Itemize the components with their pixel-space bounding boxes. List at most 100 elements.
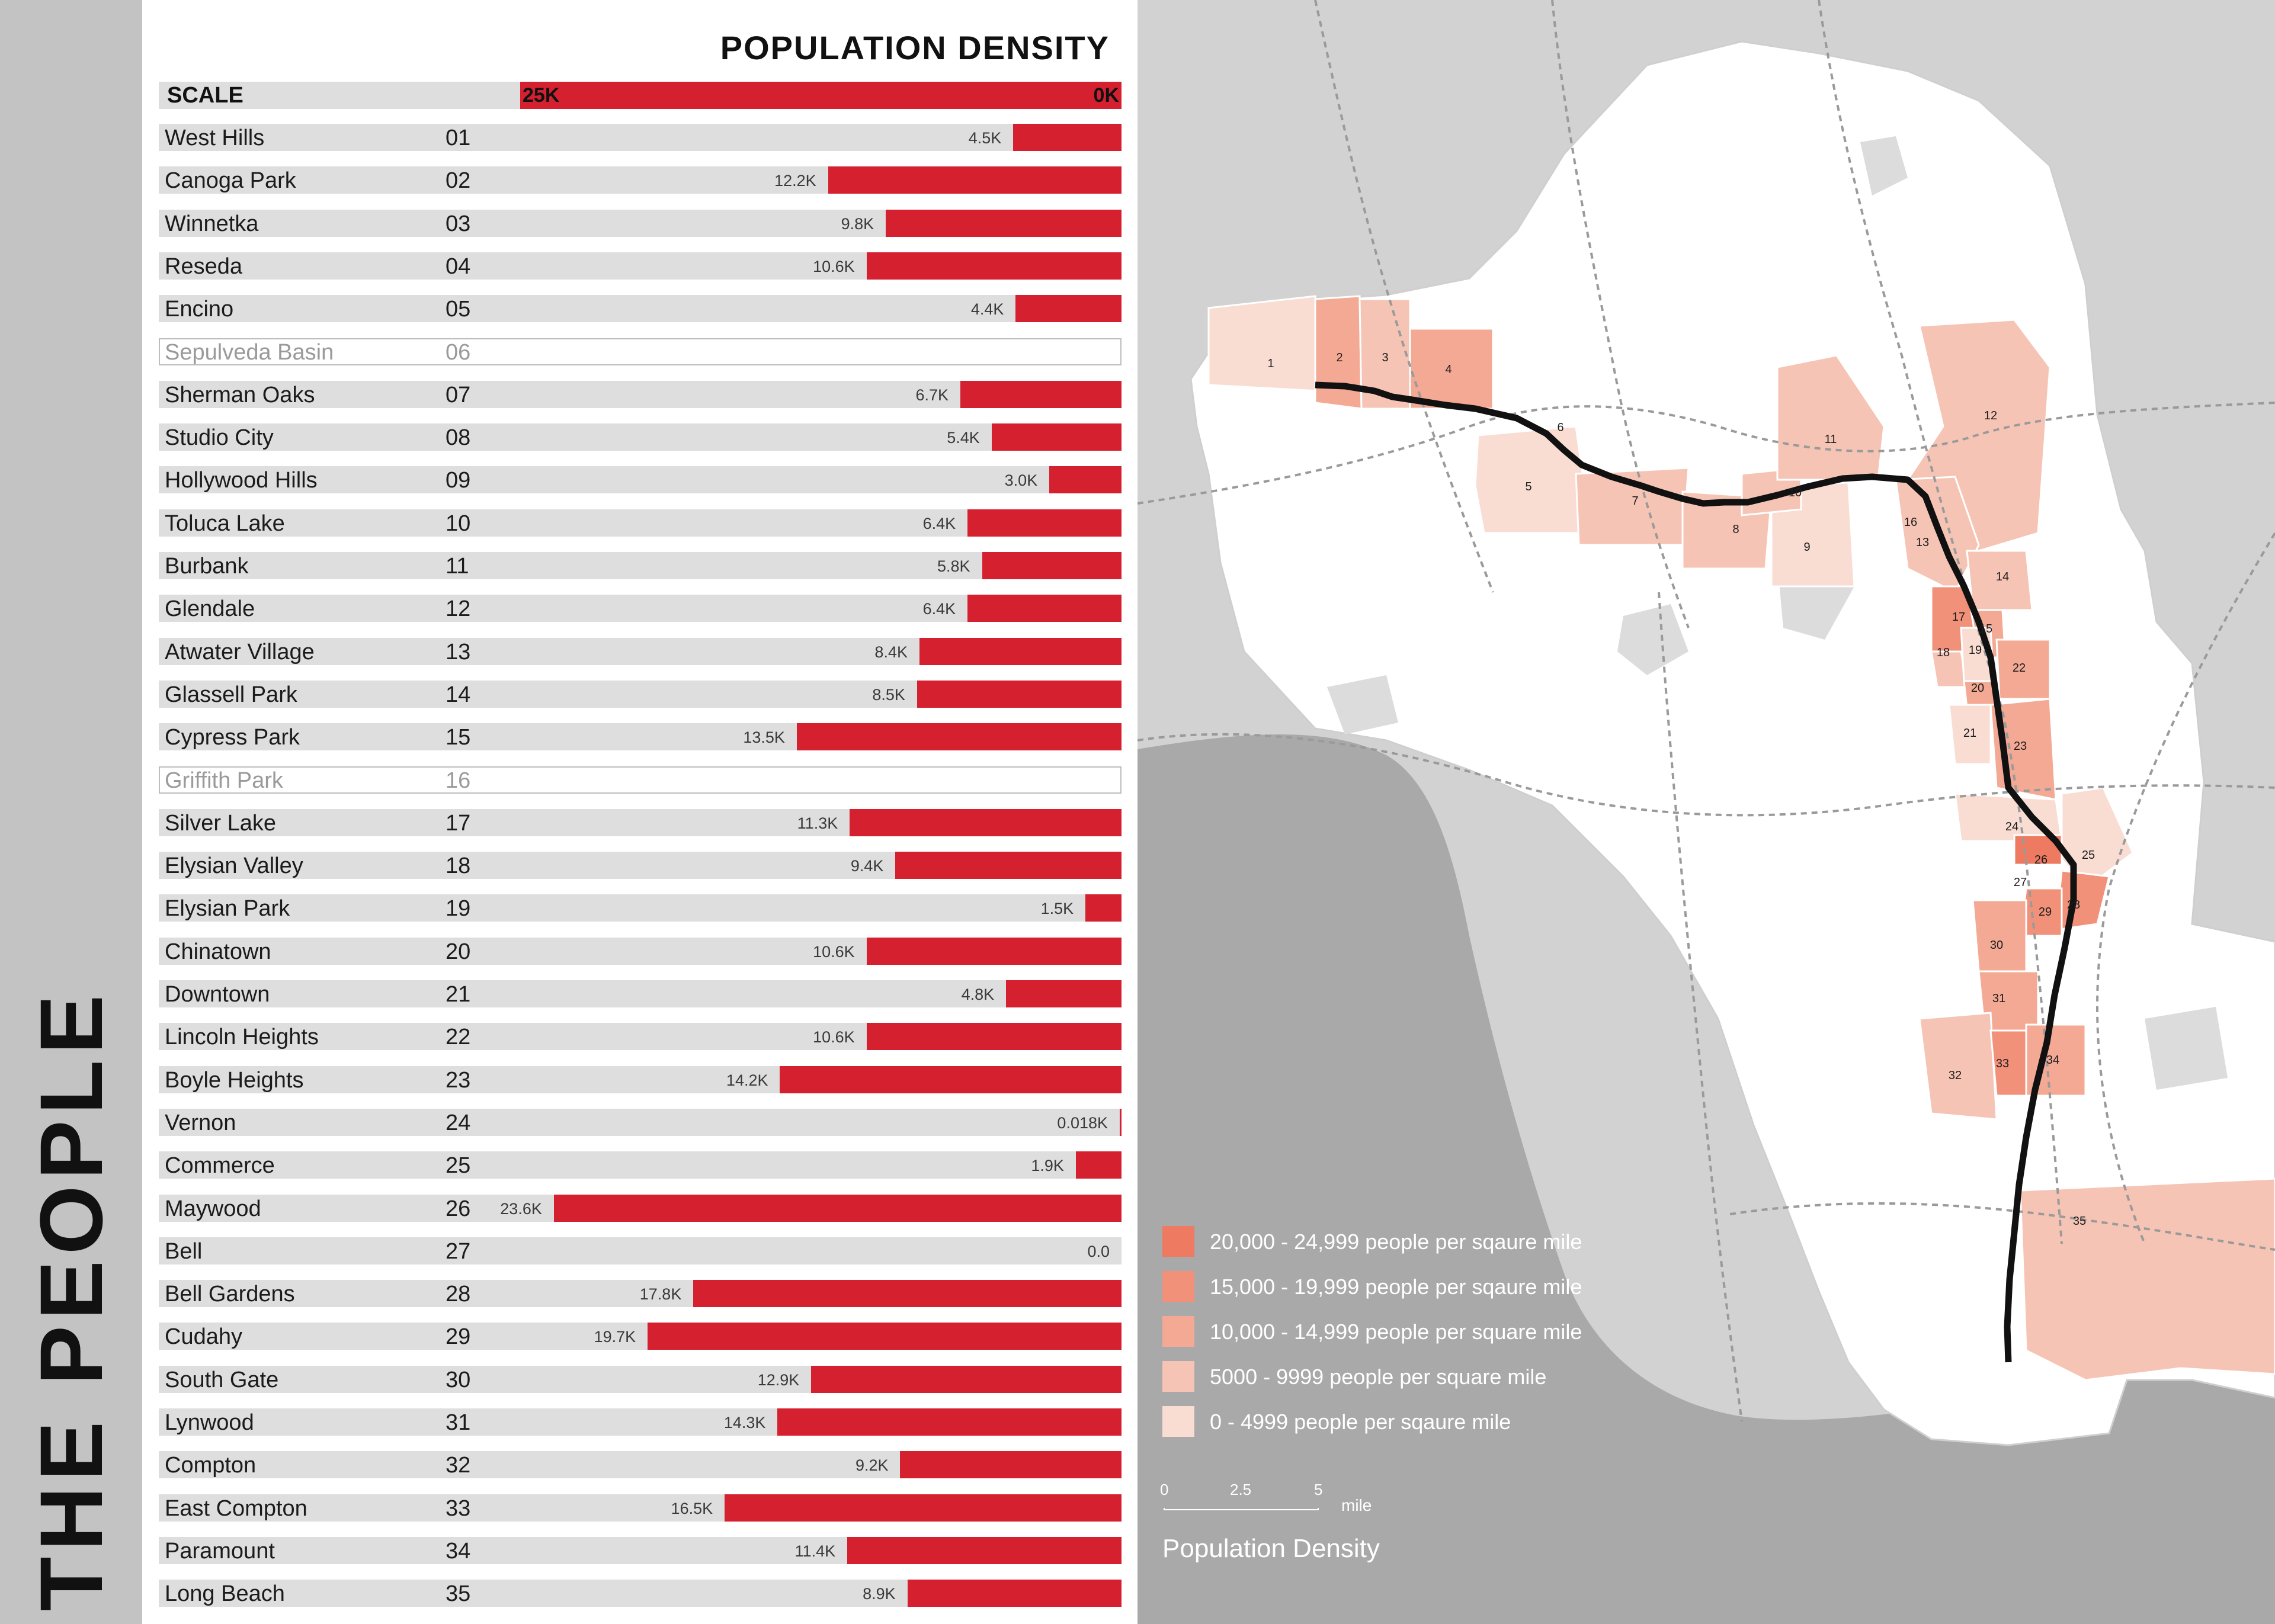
neighborhood-name: Griffith Park — [165, 768, 283, 793]
map-label-14: 14 — [1996, 570, 2009, 583]
neighborhood-name: Lynwood — [165, 1410, 254, 1435]
map-label-29: 29 — [2039, 906, 2052, 919]
scalebar-unit: mile — [1341, 1496, 1372, 1514]
legend-swatch — [1162, 1316, 1194, 1347]
neighborhoods — [1207, 295, 2275, 1381]
legend-label: 0 - 4999 people per sqaure mile — [1210, 1410, 1511, 1434]
neighborhood-name: Downtown — [165, 982, 270, 1007]
density-bar — [725, 1494, 1122, 1522]
map-label-9: 9 — [1803, 541, 1810, 554]
neighborhood-number: 18 — [446, 853, 471, 879]
freeway — [1729, 1202, 2275, 1251]
neighborhood-number: 10 — [446, 511, 471, 536]
density-chart-panel: POPULATION DENSITY SCALE 25K 0K West Hil… — [142, 0, 1138, 1624]
table-row: Lynwood 31 14.3K — [159, 1408, 1122, 1436]
density-bar — [1013, 124, 1122, 151]
neighborhood-name: Boyle Heights — [165, 1067, 304, 1093]
scale-bar: 25K 0K — [520, 82, 1122, 109]
neighborhood-32 — [1918, 1012, 1998, 1121]
freeway — [1138, 733, 2275, 817]
density-value-label: 0.018K — [1057, 1113, 1108, 1132]
neighborhood-number: 30 — [446, 1367, 471, 1392]
map-label-8: 8 — [1732, 523, 1739, 536]
map-label-4: 4 — [1445, 363, 1451, 376]
neighborhood-name: Elysian Valley — [165, 853, 303, 879]
scale-min-label: 0K — [1093, 84, 1119, 107]
neighborhood-name: Burbank — [165, 554, 249, 579]
neighborhood-number: 20 — [446, 939, 471, 964]
neighborhood-number: 08 — [446, 425, 471, 451]
table-row: Paramount 34 11.4K — [159, 1536, 1122, 1564]
neighborhood-name: South Gate — [165, 1367, 279, 1392]
table-row: Silver Lake 17 11.3K — [159, 808, 1122, 836]
map-label-33: 33 — [1996, 1057, 2009, 1070]
park-area — [1327, 675, 1398, 734]
map-label-18: 18 — [1937, 646, 1950, 659]
table-row: Atwater Village 13 8.4K — [159, 637, 1122, 665]
table-row: Elysian Valley 18 9.4K — [159, 852, 1122, 880]
map-label-32: 32 — [1949, 1069, 1962, 1082]
legend-label: 20,000 - 24,999 people per sqaure mile — [1210, 1230, 1582, 1254]
density-value-label: 6.7K — [915, 386, 949, 404]
density-value-label: 0.0 — [1087, 1242, 1110, 1260]
neighborhood-number: 29 — [446, 1324, 471, 1350]
neighborhood-name: Reseda — [165, 253, 242, 279]
neighborhood-name: Sepulveda Basin — [165, 339, 334, 365]
map-label-5: 5 — [1525, 480, 1531, 493]
density-value-label: 6.4K — [922, 514, 956, 532]
neighborhood-name: Lincoln Heights — [165, 1025, 319, 1050]
map-label-27: 27 — [2014, 876, 2027, 889]
table-row: Downtown 21 4.8K — [159, 980, 1122, 1007]
map-label-10: 10 — [1789, 486, 1802, 499]
density-rows: West Hills 01 4.5K Canoga Park 02 12.2K Winnet… — [142, 0, 1138, 1624]
density-bar — [919, 637, 1122, 665]
table-row: Canoga Park 02 12.2K — [159, 166, 1122, 194]
density-value-label: 6.4K — [922, 600, 956, 618]
table-row: Glendale 12 6.4K — [159, 595, 1122, 622]
density-bar — [693, 1280, 1122, 1308]
density-bar — [777, 1408, 1122, 1436]
neighborhood-name: Canoga Park — [165, 168, 296, 194]
table-row: Chinatown 20 10.6K — [159, 937, 1122, 965]
table-row: Boyle Heights 23 14.2K — [159, 1065, 1122, 1093]
legend-item: 15,000 - 19,999 people per sqaure mile — [1162, 1271, 1696, 1307]
map-label-17: 17 — [1952, 611, 1965, 624]
density-value-label: 9.4K — [850, 857, 884, 875]
neighborhood-21 — [1948, 704, 1992, 765]
density-value-label: 4.4K — [970, 300, 1004, 319]
neighborhood-name: Cudahy — [165, 1324, 242, 1350]
density-value-label: 5.8K — [937, 557, 970, 575]
neighborhood-name: Maywood — [165, 1196, 261, 1221]
table-row: Lincoln Heights 22 10.6K — [159, 1023, 1122, 1051]
density-value-label: 4.5K — [968, 129, 1002, 147]
freeway — [1658, 592, 1743, 1422]
density-value-label: 23.6K — [500, 1199, 542, 1218]
scale-row: SCALE 25K 0K — [159, 82, 1122, 109]
neighborhood-number: 16 — [446, 768, 471, 793]
neighborhood-number: 34 — [446, 1538, 471, 1564]
neighborhood-number: 14 — [446, 682, 471, 707]
map-label-30: 30 — [1990, 939, 2003, 952]
legend-swatch — [1162, 1271, 1194, 1302]
park-area — [1617, 604, 1688, 675]
neighborhood-name: Long Beach — [165, 1581, 285, 1607]
neighborhood-name: Hollywood Hills — [165, 468, 318, 493]
density-value-label: 1.9K — [1031, 1157, 1064, 1175]
legend-label: 10,000 - 14,999 people per square mile — [1210, 1320, 1582, 1344]
chart-title: POPULATION DENSITY — [720, 29, 1110, 66]
density-bar — [828, 166, 1122, 194]
density-value-label: 8.4K — [874, 643, 908, 661]
neighborhood-number: 06 — [446, 339, 471, 365]
neighborhood-number: 33 — [446, 1495, 471, 1521]
density-value-label: 19.7K — [594, 1328, 636, 1346]
neighborhood-name: Encino — [165, 297, 234, 322]
density-value-label: 12.9K — [757, 1371, 800, 1389]
park-area — [2145, 1007, 2228, 1090]
map-label-7: 7 — [1632, 495, 1638, 508]
table-row: Long Beach 35 8.9K — [159, 1580, 1122, 1607]
legend-item: 10,000 - 14,999 people per square mile — [1162, 1316, 1696, 1352]
neighborhood-name: West Hills — [165, 126, 265, 150]
table-row: Cudahy 29 19.7K — [159, 1323, 1122, 1350]
density-value-label: 8.9K — [863, 1585, 896, 1603]
neighborhood-number: 13 — [446, 639, 471, 665]
